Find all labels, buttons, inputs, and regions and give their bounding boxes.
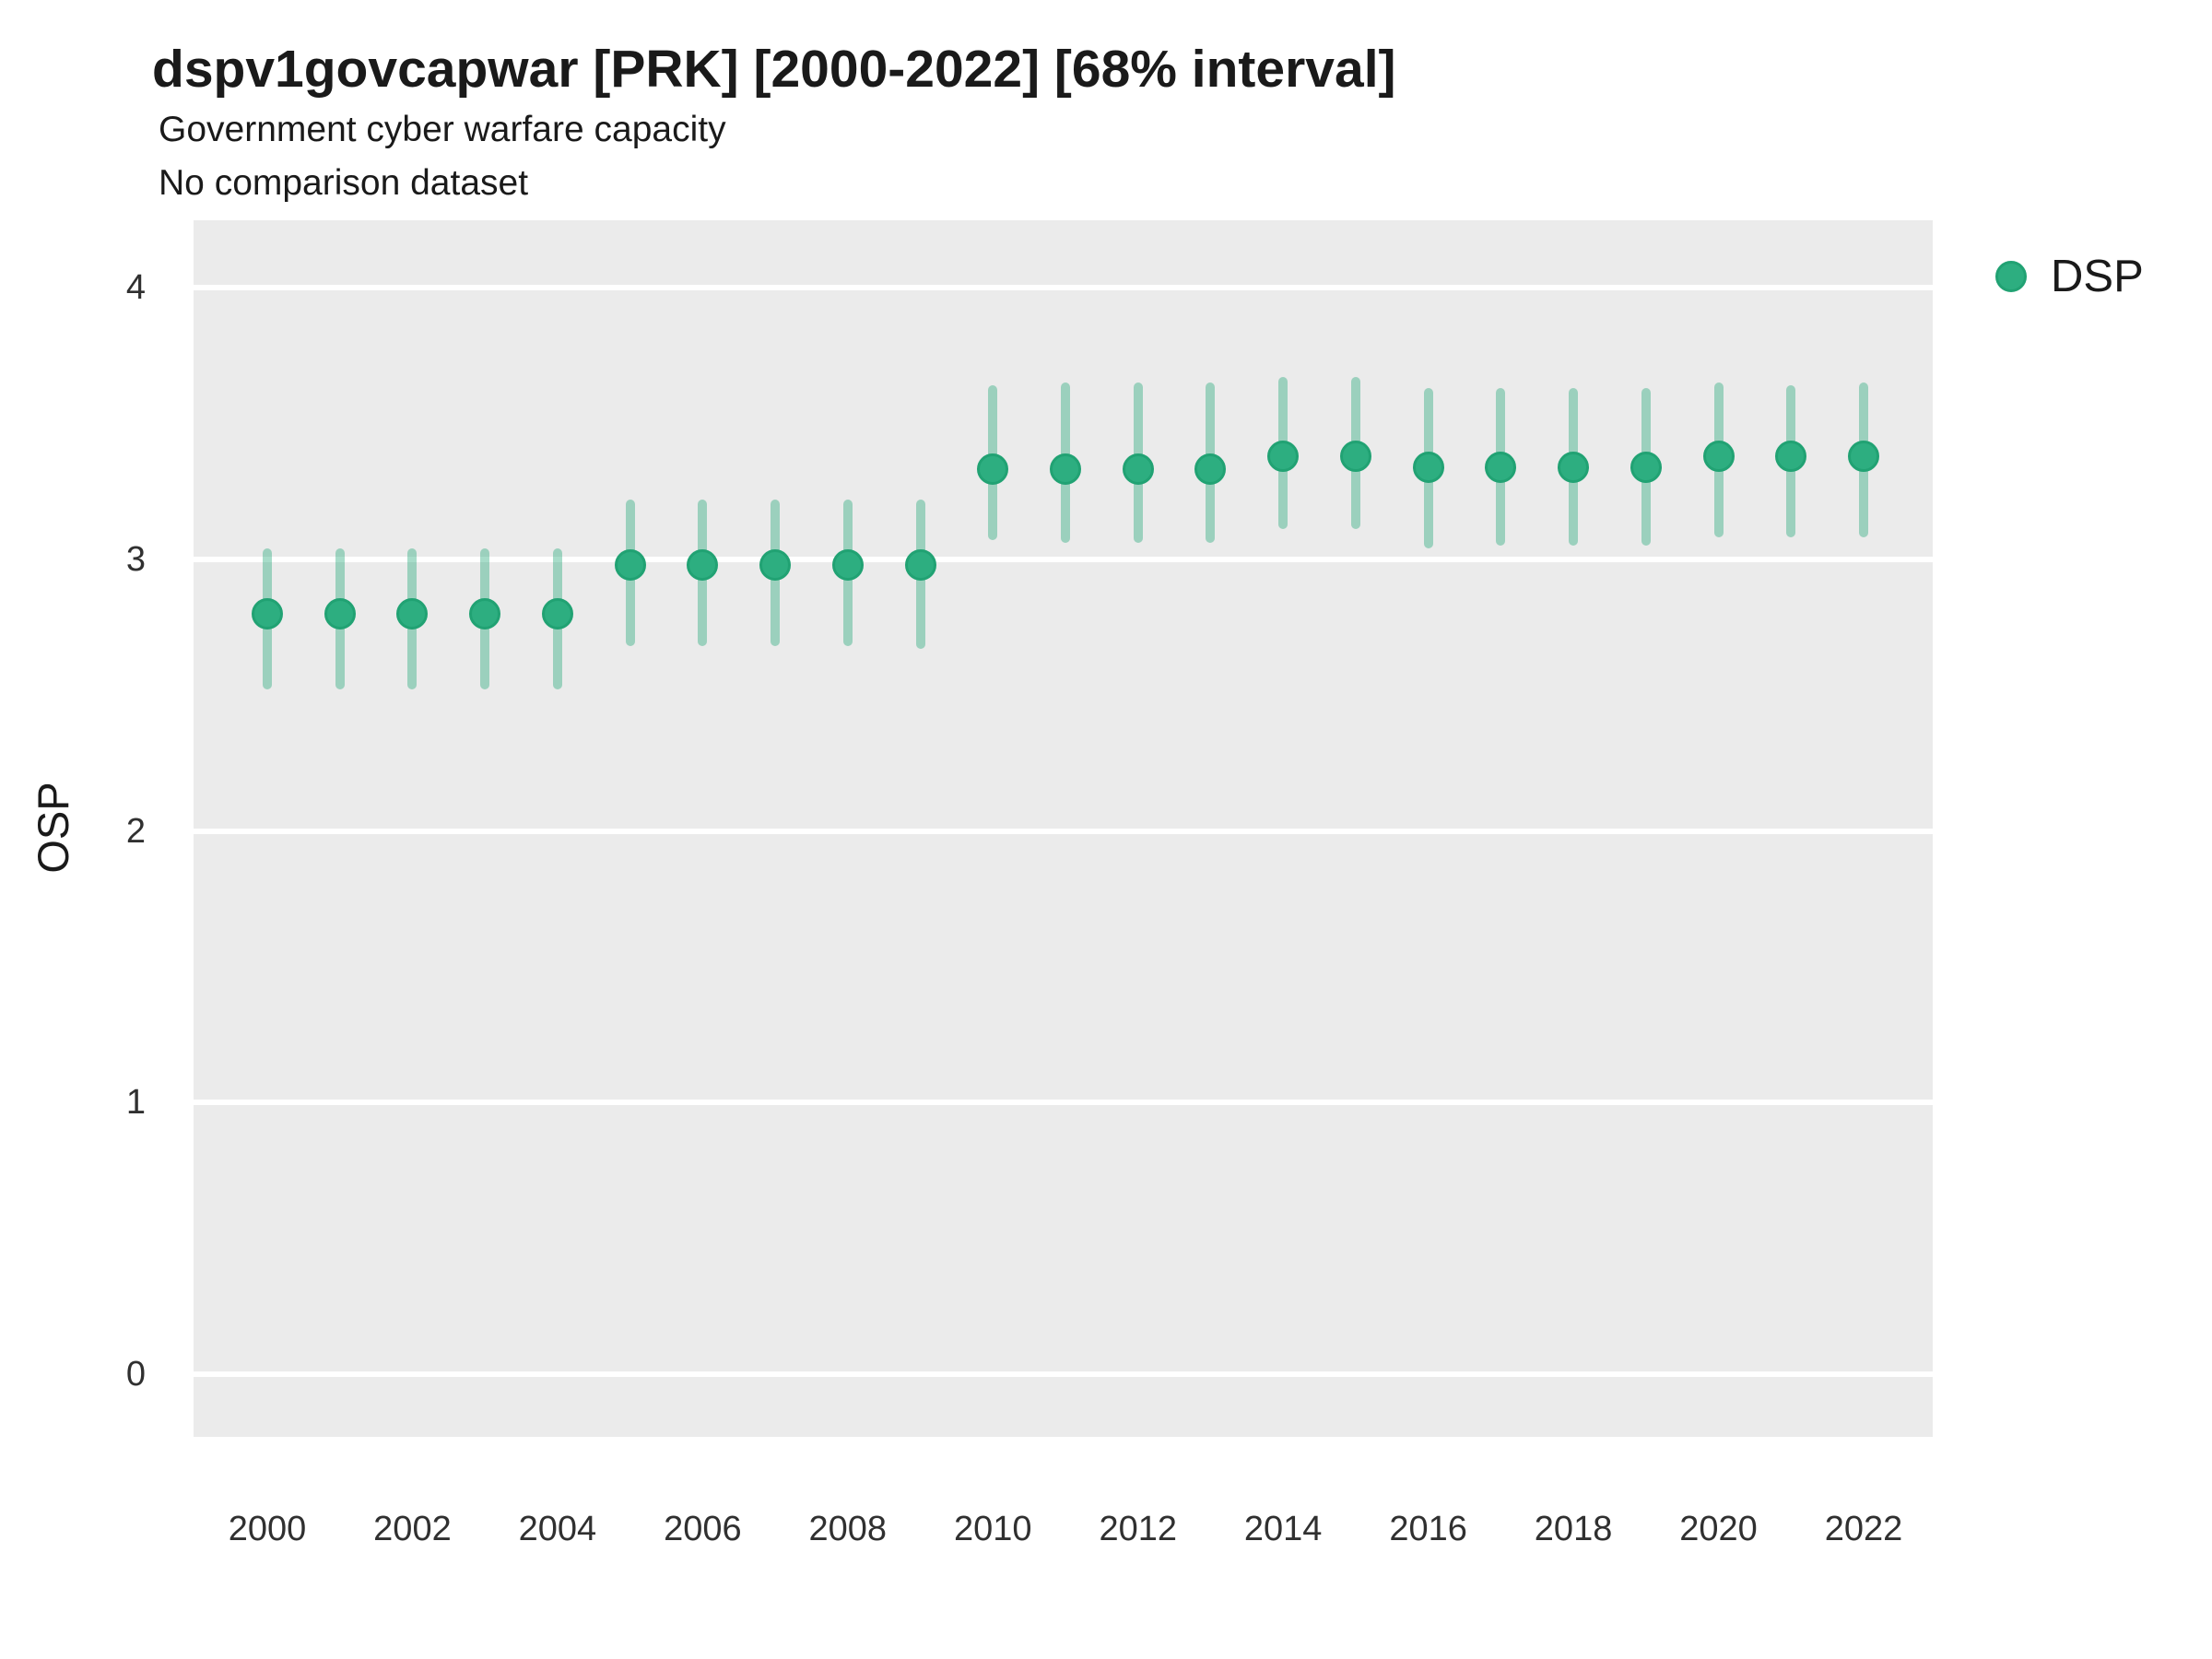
gridline-y-4 xyxy=(194,285,1933,290)
chart-title: dspv1govcapwar [PRK] [2000-2022] [68% in… xyxy=(152,40,1396,99)
point-dot-2018 xyxy=(1558,451,1590,483)
point-dot-2003 xyxy=(469,597,501,629)
point-dot-2021 xyxy=(1775,440,1807,472)
legend-label: DSP xyxy=(2051,252,2144,301)
plot-panel xyxy=(194,220,1933,1437)
point-dot-2017 xyxy=(1485,451,1517,483)
point-dot-2005 xyxy=(614,548,646,581)
point-dot-2010 xyxy=(977,453,1009,486)
point-dot-2000 xyxy=(252,597,283,629)
point-dot-2014 xyxy=(1267,440,1300,472)
x-tick-label-2010: 2010 xyxy=(953,1510,1032,1548)
gridline-y-0 xyxy=(194,1371,1933,1377)
x-tick-label-2004: 2004 xyxy=(518,1510,597,1548)
point-dot-2020 xyxy=(1702,440,1735,472)
point-dot-2007 xyxy=(759,548,792,581)
point-dot-2019 xyxy=(1630,451,1662,483)
x-tick-label-2014: 2014 xyxy=(1243,1510,1323,1548)
legend: DSP xyxy=(1991,249,2203,304)
gridline-y-2 xyxy=(194,828,1933,834)
y-tick-label-1: 1 xyxy=(125,1083,146,1123)
gridline-y-3 xyxy=(194,556,1933,562)
point-dot-2022 xyxy=(1847,440,1879,472)
y-tick-label-3: 3 xyxy=(125,539,146,579)
x-tick-label-2008: 2008 xyxy=(808,1510,888,1548)
chart-subtitle: Government cyber warfare capacity xyxy=(159,110,726,149)
x-tick-label-2002: 2002 xyxy=(373,1510,452,1548)
y-tick-label-2: 2 xyxy=(125,811,146,851)
legend-marker-icon xyxy=(1995,261,2027,292)
x-tick-label-2006: 2006 xyxy=(664,1510,742,1548)
chart-subtitle-2: No comparison dataset xyxy=(159,163,529,203)
gridline-y-1 xyxy=(194,1100,1933,1106)
point-dot-2013 xyxy=(1194,453,1227,486)
point-dot-2004 xyxy=(541,597,573,629)
point-dot-2001 xyxy=(324,597,356,629)
point-dot-2002 xyxy=(396,597,429,629)
point-dot-2012 xyxy=(1122,453,1154,486)
y-tick-label-4: 4 xyxy=(125,268,146,307)
point-dot-2016 xyxy=(1412,451,1444,483)
point-dot-2015 xyxy=(1339,440,1371,472)
x-tick-label-2020: 2020 xyxy=(1679,1510,1758,1548)
x-tick-label-2012: 2012 xyxy=(1099,1510,1177,1548)
point-dot-2008 xyxy=(831,548,864,581)
x-tick-label-2022: 2022 xyxy=(1824,1510,1903,1548)
x-tick-label-2016: 2016 xyxy=(1389,1510,1467,1548)
x-tick-label-2018: 2018 xyxy=(1534,1510,1613,1548)
point-dot-2011 xyxy=(1049,453,1081,486)
point-dot-2009 xyxy=(904,548,936,581)
x-tick-label-2000: 2000 xyxy=(228,1510,307,1548)
point-dot-2006 xyxy=(687,548,719,581)
y-tick-label-0: 0 xyxy=(125,1355,146,1394)
